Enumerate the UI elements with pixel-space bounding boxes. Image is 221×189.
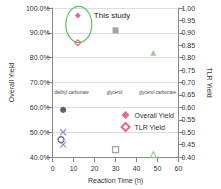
svg-text:30: 30 bbox=[112, 165, 120, 172]
svg-text:70.0%: 70.0% bbox=[30, 79, 50, 86]
svg-text:100.0%: 100.0% bbox=[26, 5, 50, 12]
svg-text:0.65: 0.65 bbox=[181, 91, 195, 98]
svg-text:50.0%: 50.0% bbox=[30, 129, 50, 136]
svg-text:40: 40 bbox=[133, 165, 141, 172]
svg-text:Overall Yield: Overall Yield bbox=[135, 112, 174, 119]
svg-text:0.70: 0.70 bbox=[181, 79, 195, 86]
svg-text:0.40: 0.40 bbox=[181, 154, 195, 161]
svg-text:80.0%: 80.0% bbox=[30, 54, 50, 61]
svg-text:60: 60 bbox=[175, 165, 183, 172]
svg-text:50: 50 bbox=[154, 165, 162, 172]
svg-text:0.75: 0.75 bbox=[181, 67, 195, 74]
svg-text:60.0%: 60.0% bbox=[30, 104, 50, 111]
svg-text:TLR Yield: TLR Yield bbox=[206, 67, 213, 97]
svg-text:0.95: 0.95 bbox=[181, 17, 195, 24]
svg-text:0.55: 0.55 bbox=[181, 116, 195, 123]
svg-text:Reaction Time (h): Reaction Time (h) bbox=[88, 177, 143, 185]
svg-text:0.90: 0.90 bbox=[181, 29, 195, 36]
svg-text:20: 20 bbox=[91, 165, 99, 172]
svg-text:90.0%: 90.0% bbox=[30, 29, 50, 36]
svg-text:This study: This study bbox=[94, 11, 130, 20]
svg-text:0.80: 0.80 bbox=[181, 54, 195, 61]
svg-text:0.45: 0.45 bbox=[181, 141, 195, 148]
svg-text:TLR Yield: TLR Yield bbox=[135, 124, 165, 131]
svg-text:0.60: 0.60 bbox=[181, 104, 195, 111]
svg-text:diethyl carbonate: diethyl carbonate bbox=[54, 90, 89, 95]
svg-text:0: 0 bbox=[51, 165, 55, 172]
svg-text:Overall Yield: Overall Yield bbox=[8, 63, 15, 102]
svg-text:glycerol carbonate: glycerol carbonate bbox=[139, 90, 176, 95]
svg-text:10: 10 bbox=[70, 165, 78, 172]
svg-text:glycerol: glycerol bbox=[107, 90, 123, 95]
svg-text:1.00: 1.00 bbox=[181, 5, 195, 12]
svg-text:0.85: 0.85 bbox=[181, 42, 195, 49]
svg-text:40.0%: 40.0% bbox=[30, 154, 50, 161]
svg-text:0.50: 0.50 bbox=[181, 129, 195, 136]
